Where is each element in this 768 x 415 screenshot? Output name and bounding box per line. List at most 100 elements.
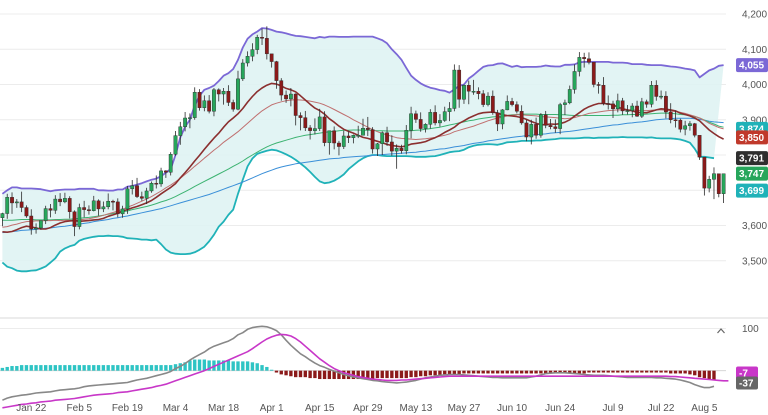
osc-line-a [2, 325, 715, 401]
osc-histogram-bar [471, 370, 476, 374]
candle-body [452, 69, 457, 109]
osc-histogram-bar [10, 366, 14, 371]
candle-body [183, 117, 187, 128]
candle [111, 199, 115, 211]
osc-histogram-bar [0, 367, 5, 371]
candle-body [500, 109, 505, 125]
candle [716, 173, 721, 198]
candle [389, 135, 394, 156]
osc-tick-label: 100 [742, 324, 759, 335]
candle [380, 131, 385, 155]
candle [481, 90, 486, 108]
osc-histogram-bar [327, 370, 332, 380]
osc-histogram-bar [606, 370, 610, 373]
candle [226, 85, 231, 107]
candle-body [601, 85, 606, 104]
collapse-panel-button[interactable] [717, 328, 725, 334]
candle-body [462, 85, 466, 100]
candle-body [664, 95, 668, 113]
osc-histogram-bar [620, 370, 625, 373]
osc-histogram-bar [702, 370, 707, 379]
osc-histogram-bar [245, 361, 250, 371]
candle-body [202, 100, 207, 108]
osc-histogram-bar [197, 359, 202, 371]
date-tick-label: Jun 10 [497, 403, 527, 414]
candle-body [351, 135, 356, 138]
candle [654, 80, 659, 101]
candle [67, 196, 72, 219]
candle-body [274, 61, 279, 81]
osc-histogram-bar [635, 370, 639, 373]
band-fill [2, 28, 724, 272]
candle [313, 118, 317, 135]
osc-histogram-bar [96, 365, 101, 371]
osc-histogram-bar [577, 370, 582, 374]
candle-body [77, 207, 82, 227]
candle [38, 220, 43, 230]
osc-histogram-bar [481, 370, 485, 374]
candle-body [471, 90, 476, 93]
osc-histogram-bar [519, 370, 524, 374]
candle [255, 34, 260, 55]
osc-histogram-bar [332, 370, 336, 380]
candle [486, 92, 490, 107]
candle-body [269, 53, 274, 62]
candle-body [288, 93, 293, 100]
candle-body [58, 198, 62, 203]
osc-histogram-bar [135, 365, 139, 371]
date-tick-label: Feb 19 [112, 403, 144, 414]
candle-body [365, 128, 370, 130]
osc-histogram-bar [221, 360, 226, 371]
candle [207, 95, 212, 114]
candle [514, 101, 519, 114]
osc-histogram-bar [654, 370, 658, 373]
osc-histogram-bar [34, 365, 38, 371]
osc-histogram-bar [298, 370, 303, 378]
candle [664, 91, 668, 119]
candle [558, 102, 563, 135]
price-tick-label: 4,000 [742, 80, 767, 91]
candle-body [346, 135, 351, 138]
osc-histogram-bar [524, 370, 529, 374]
candle-body [495, 112, 500, 125]
candle [399, 144, 404, 154]
candle-body [692, 123, 697, 136]
price-tag-label: 4,055 [739, 61, 764, 72]
candle [130, 180, 135, 195]
osc-histogram-bar [592, 370, 596, 373]
candle [149, 181, 154, 193]
candle [24, 205, 29, 218]
osc-histogram-bar [144, 365, 149, 371]
candle-body [149, 182, 154, 192]
candle [14, 199, 19, 208]
candle [72, 210, 77, 237]
osc-histogram-bar [226, 360, 231, 371]
candle [510, 97, 514, 107]
candle-body [596, 84, 601, 86]
osc-histogram-bar [544, 370, 548, 374]
osc-histogram-bar [390, 370, 394, 379]
candle [452, 64, 457, 112]
candle-body [721, 173, 726, 194]
candle-body [34, 227, 38, 230]
date-tick-label: May 27 [448, 403, 481, 414]
candle [582, 52, 587, 68]
osc-histogram-bar [582, 370, 586, 374]
osc-histogram-bar [688, 370, 692, 375]
candle-body [173, 135, 178, 155]
osc-value-tag-box [736, 366, 758, 380]
osc-histogram-bar [106, 365, 110, 371]
price-tag-label: 3,747 [739, 169, 764, 180]
osc-histogram-bar [265, 366, 269, 371]
candle-body [226, 90, 231, 103]
osc-histogram-bar [587, 370, 591, 373]
osc-histogram-bar [53, 365, 57, 371]
candle [250, 43, 255, 62]
candle-body [120, 208, 125, 215]
candle-body [481, 93, 486, 105]
osc-histogram-bar [505, 370, 509, 374]
candle-body [438, 120, 442, 124]
chevron-up-icon [717, 328, 725, 334]
candle-body [332, 130, 337, 144]
candle-body [255, 37, 260, 50]
